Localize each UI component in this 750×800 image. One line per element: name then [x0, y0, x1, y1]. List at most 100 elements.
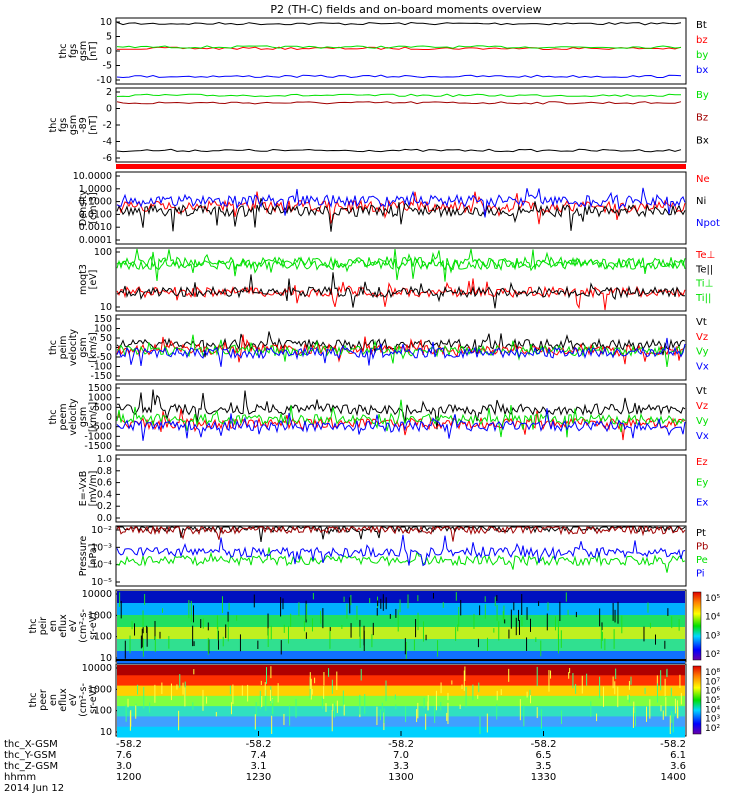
ylabel-line: thc [48, 118, 59, 133]
ylabel-line: thc [58, 44, 69, 59]
legend-ey: Ey [696, 477, 708, 488]
footer-row-label: hhmm [4, 772, 36, 783]
series-line-bz [116, 101, 682, 105]
ytick-label: 0 [106, 412, 112, 423]
spectrogram-band [117, 685, 685, 697]
series-line-bx [116, 148, 682, 153]
ylabel-line: [mV/m] [88, 471, 99, 507]
spectrogram-band [117, 603, 685, 616]
ytick-label: 10 [100, 653, 112, 664]
spectrogram-band [117, 627, 685, 640]
panel-frame [115, 525, 687, 587]
footer-row-value: 7.0 [393, 750, 409, 761]
footer-row-value: 1200 [116, 772, 141, 783]
panel-6: 1.00.80.60.40.20.0 E=-VxB [mV/m] Ez Ey Ex [78, 454, 708, 524]
ytick-label: 0.2 [97, 501, 112, 512]
footer-row-value: 3.0 [116, 761, 132, 772]
series-line-vy [116, 399, 686, 438]
footer-row-value: -58.2 [388, 739, 414, 750]
ytick-label: 1500 [88, 383, 112, 394]
ytick-label: 0.0001 [79, 235, 112, 246]
ylabel-line: thc [28, 693, 39, 708]
ytick-label: 0.8 [97, 466, 112, 477]
figure-title: P2 (TH-C) fields and on-board moments ov… [270, 3, 541, 16]
ytick-label: 10⁻² [91, 525, 112, 536]
legend-vz: Vz [696, 332, 708, 343]
ytick-label: 10.0000 [73, 171, 112, 182]
ytick-label: 10 [100, 17, 112, 28]
ytick-label: 0.1000 [79, 197, 112, 208]
ytick-label: 10 [100, 302, 112, 313]
legend-vx: Vx [696, 431, 709, 442]
ylabel-line: Density [78, 190, 89, 226]
footer-row-value: 6.1 [670, 750, 686, 761]
legend-vx: Vx [696, 361, 709, 372]
series-line-ti [116, 248, 686, 282]
series-line-bt [116, 21, 682, 26]
ylabel-line: eV [68, 693, 79, 706]
legend-te: Te|| [695, 264, 713, 275]
series-line-by [116, 93, 682, 98]
ylabel-line: thc [28, 619, 39, 634]
ytick-label: -5 [103, 61, 112, 72]
ylabel-line: Pressure [78, 536, 89, 577]
panel-frame [115, 247, 687, 312]
ytick-label: -1000 [84, 431, 112, 442]
spectrogram-band [117, 675, 685, 687]
series-line-npot [116, 187, 686, 218]
series-line-pe [116, 547, 686, 573]
ylabel-line: thc [48, 410, 59, 425]
ylabel-line: (cm²-s- [78, 609, 89, 643]
ytick-label: 10000 [82, 589, 112, 600]
colorbar-tick-label: 10² [705, 724, 720, 734]
ylabel-line: sr-eV) [88, 612, 99, 640]
ytick-label: -1500 [84, 441, 112, 452]
spectrogram-band [117, 695, 685, 707]
ytick-label: 0.4 [97, 489, 112, 500]
series-line-vz [116, 408, 686, 441]
legend-vt: Vt [696, 386, 707, 397]
ylabel-line: moqt3 [78, 264, 89, 295]
ytick-label: 0 [106, 343, 112, 354]
ytick-label: -2 [103, 120, 112, 131]
ytick-label: 10⁻⁵ [91, 577, 112, 588]
spectrogram-band [117, 706, 685, 717]
ytick-label: 1000 [88, 684, 112, 695]
ylabel-line: gsm [78, 407, 89, 427]
footer-row-value: -58.2 [116, 739, 142, 750]
date-label: 2014 Jun 12 [4, 783, 64, 794]
ytick-label: -100 [90, 362, 112, 373]
footer-row-value: 1230 [246, 772, 271, 783]
ytick-label: -4 [103, 137, 112, 148]
ylabel-line: fgs [58, 118, 69, 132]
legend-te: Te⊥ [695, 250, 715, 261]
ylabel-line: gsm [78, 41, 89, 61]
series-line-pb [116, 525, 686, 542]
panel-0: 10 5 0 -5 -10 thc fgs gsm [nT] Bt bz by bx [58, 17, 708, 86]
colorbar-tick-label: 10⁵ [705, 594, 720, 604]
colorbar-tick-label: 10⁵ [705, 696, 720, 706]
series-line-bx [116, 74, 682, 79]
footer-row-value: 1400 [661, 772, 686, 783]
ytick-label: 100 [94, 706, 112, 717]
footer-row-value: -58.2 [660, 739, 686, 750]
legend-pe: Pe [696, 555, 708, 566]
ylabel-line: velocity [68, 398, 79, 436]
colorbar-tick-label: 10² [705, 650, 720, 660]
footer-row-label: thc_Y-GSM [4, 750, 56, 761]
ylabel-line: eflux [58, 688, 69, 712]
colorbar [692, 591, 702, 661]
ytick-label: 10⁻⁴ [91, 560, 112, 571]
legend-bz: bz [696, 35, 708, 46]
legend-by: By [696, 90, 709, 101]
footer-row-label: thc_X-GSM [4, 739, 58, 750]
colorbar-tick-label: 10⁶ [705, 687, 720, 697]
ytick-label: 0.0010 [79, 222, 112, 233]
ytick-label: 10⁻³ [91, 542, 112, 553]
legend-ti: Ti⊥ [695, 279, 713, 290]
ylabel-line: E=-VxB [78, 471, 89, 506]
series-line-te [116, 272, 686, 309]
